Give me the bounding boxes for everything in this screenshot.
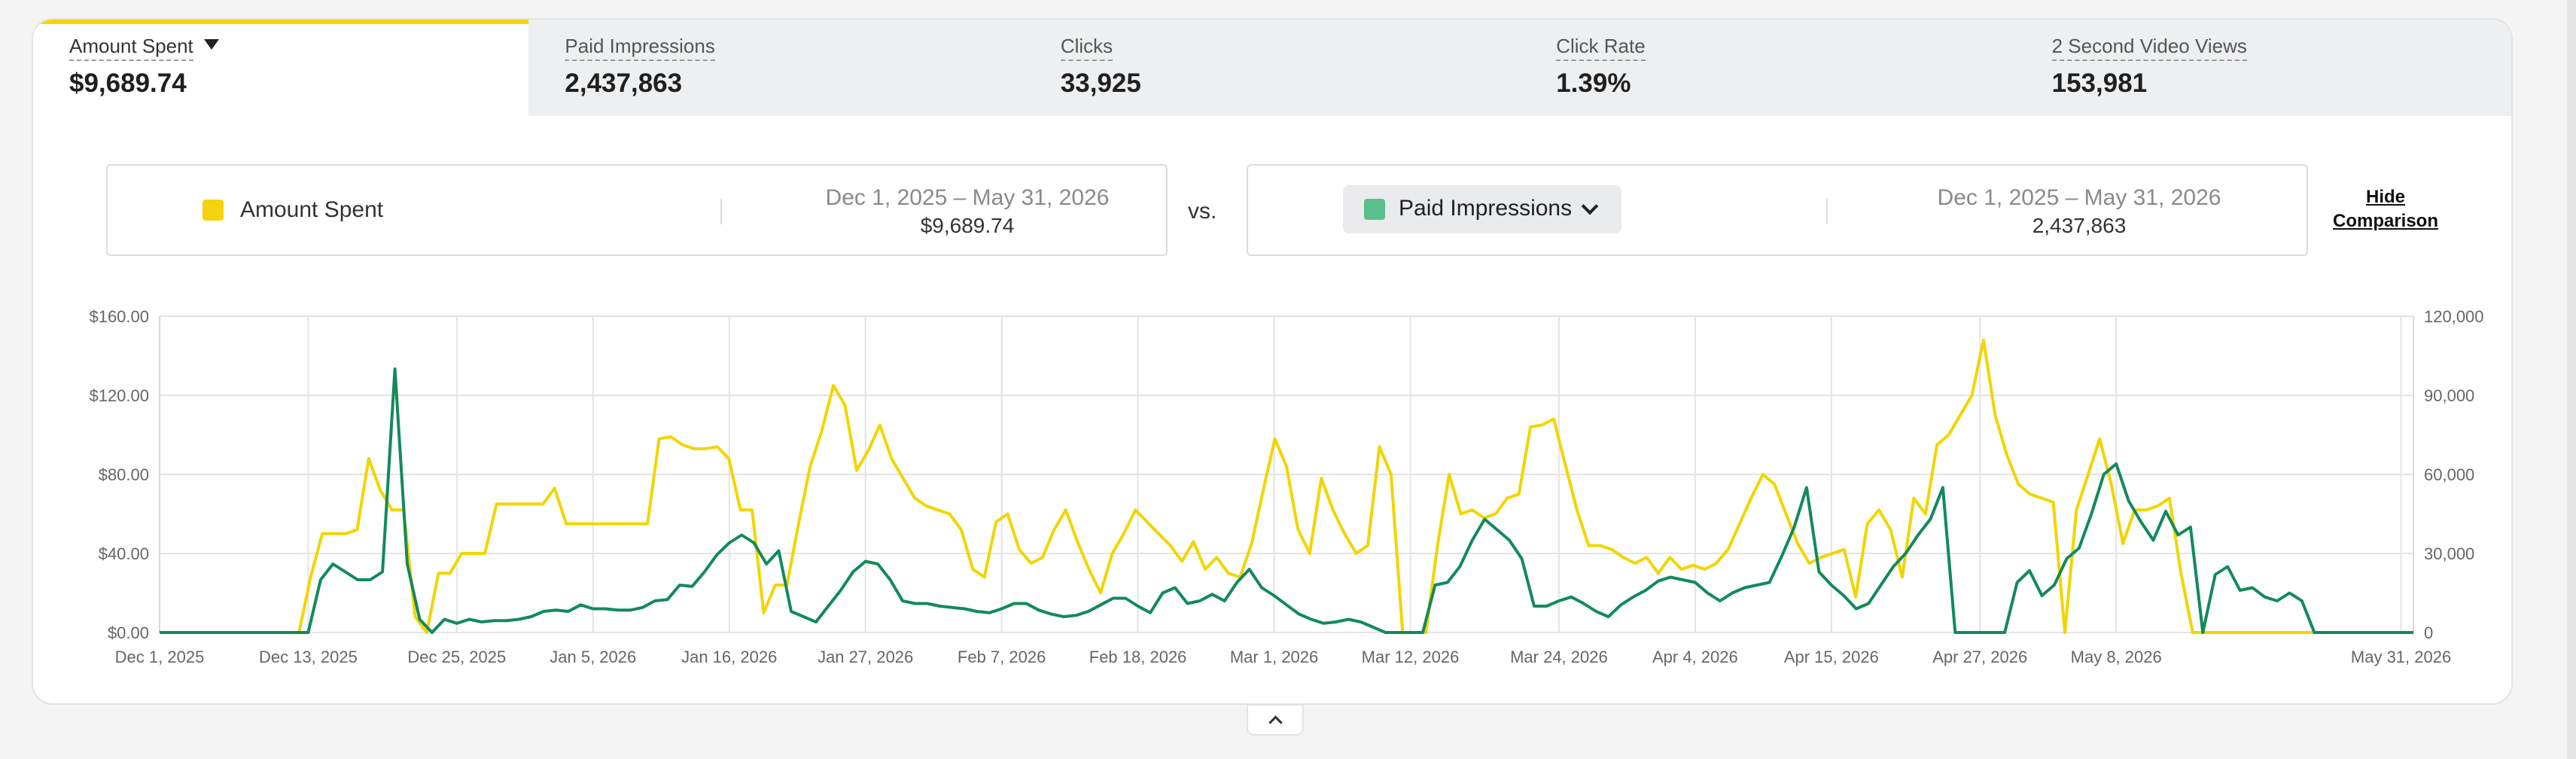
vs-label: vs. xyxy=(1188,199,1217,224)
x-tick-label: Dec 13, 2025 xyxy=(259,648,358,666)
primary-metric-name: Amount Spent xyxy=(240,197,384,222)
secondary-date-range: Dec 1, 2025 – May 31, 2026 xyxy=(1937,185,2221,210)
y-right-tick-label: 0 xyxy=(2424,623,2433,642)
x-tick-label: Jan 16, 2026 xyxy=(681,648,777,666)
series-line-0 xyxy=(160,338,2413,634)
x-tick-label: Mar 24, 2026 xyxy=(1510,648,1608,666)
hide-comparison-line1: Hide xyxy=(2365,187,2405,207)
divider xyxy=(1826,199,1828,224)
y-left-tick-label: $40.00 xyxy=(99,544,149,563)
tab-value: 2,437,863 xyxy=(565,69,683,98)
x-tick-label: Dec 25, 2025 xyxy=(407,648,506,666)
primary-date-range: Dec 1, 2025 – May 31, 2026 xyxy=(825,185,1110,210)
tab-video-views[interactable]: 2 Second Video Views 153,981 xyxy=(2016,20,2511,116)
tab-label: Click Rate xyxy=(1556,35,1646,61)
tab-paid-impressions[interactable]: Paid Impressions 2,437,863 xyxy=(528,20,1024,116)
primary-metric-summary: Amount Spent Dec 1, 2025 – May 31, 2026 … xyxy=(106,164,1168,256)
x-tick-label: Jan 5, 2026 xyxy=(550,648,636,666)
tab-value: 1.39% xyxy=(1556,69,1631,98)
tab-value: 153,981 xyxy=(2051,69,2148,98)
window-edge xyxy=(2567,0,2576,759)
primary-range-block: Dec 1, 2025 – May 31, 2026 $9,689.74 xyxy=(779,185,1156,238)
collapse-button[interactable] xyxy=(1247,704,1304,736)
tab-label: Amount Spent xyxy=(69,35,193,61)
y-right-tick-label: 30,000 xyxy=(2424,544,2474,563)
chevron-up-icon xyxy=(1268,715,1283,730)
x-tick-label: Apr 27, 2026 xyxy=(1932,648,2027,666)
secondary-metric-name: Paid Impressions xyxy=(1399,196,1573,221)
y-left-tick-label: $120.00 xyxy=(89,386,149,405)
hide-comparison-line2: Comparison xyxy=(2332,211,2438,231)
tab-click-rate[interactable]: Click Rate 1.39% xyxy=(1520,20,2015,116)
secondary-metric-summary: Paid Impressions Dec 1, 2025 – May 31, 2… xyxy=(1247,164,2308,256)
secondary-total: 2,437,863 xyxy=(2032,214,2127,237)
tab-value: 33,925 xyxy=(1060,69,1141,98)
caret-down-icon[interactable] xyxy=(203,39,219,50)
y-left-tick-label: $160.00 xyxy=(89,307,149,326)
x-tick-label: Feb 18, 2026 xyxy=(1089,648,1187,666)
comparison-line-chart: $0.00 0 $40.00 30,000 $80.00 60,000 $120.00 90,… xyxy=(89,307,2484,666)
primary-total: $9,689.74 xyxy=(920,214,1015,237)
y-left-tick-label: $80.00 xyxy=(99,465,149,484)
x-tick-label: May 31, 2026 xyxy=(2351,648,2451,666)
secondary-metric-dropdown[interactable]: Paid Impressions xyxy=(1343,185,1621,233)
secondary-color-swatch xyxy=(1364,199,1385,220)
x-tick-label: Mar 1, 2026 xyxy=(1230,648,1318,666)
divider xyxy=(720,199,722,224)
y-left-tick-label: $0.00 xyxy=(108,623,149,642)
tab-amount-spent[interactable]: Amount Spent $9,689.74 xyxy=(33,20,529,116)
x-tick-label: Mar 12, 2026 xyxy=(1362,648,1460,666)
tab-clicks[interactable]: Clicks 33,925 xyxy=(1025,20,1520,116)
hide-comparison-link[interactable]: Hide Comparison xyxy=(2329,185,2442,233)
secondary-range-block: Dec 1, 2025 – May 31, 2026 2,437,863 xyxy=(1891,185,2267,238)
x-tick-label: Apr 4, 2026 xyxy=(1652,648,1738,666)
x-tick-label: May 8, 2026 xyxy=(2071,648,2162,666)
x-tick-label: Jan 27, 2026 xyxy=(818,648,913,666)
y-right-tick-label: 90,000 xyxy=(2424,386,2474,405)
y-right-tick-label: 120,000 xyxy=(2424,307,2484,326)
series-line-1 xyxy=(160,367,2413,634)
tab-value: $9,689.74 xyxy=(69,69,187,98)
tab-label: Paid Impressions xyxy=(565,35,715,61)
chevron-down-icon xyxy=(1581,197,1599,215)
y-right-tick-label: 60,000 xyxy=(2424,465,2474,484)
metric-tabs: Amount Spent $9,689.74 Paid Impressions … xyxy=(33,20,2511,116)
x-tick-label: Dec 1, 2025 xyxy=(115,648,205,666)
tab-label: Clicks xyxy=(1060,35,1113,61)
metrics-card: Amount Spent $9,689.74 Paid Impressions … xyxy=(32,18,2513,705)
x-tick-label: Apr 15, 2026 xyxy=(1784,648,1879,666)
primary-color-swatch xyxy=(202,200,224,221)
x-tick-label: Feb 7, 2026 xyxy=(958,648,1046,666)
tab-label: 2 Second Video Views xyxy=(2051,35,2247,61)
